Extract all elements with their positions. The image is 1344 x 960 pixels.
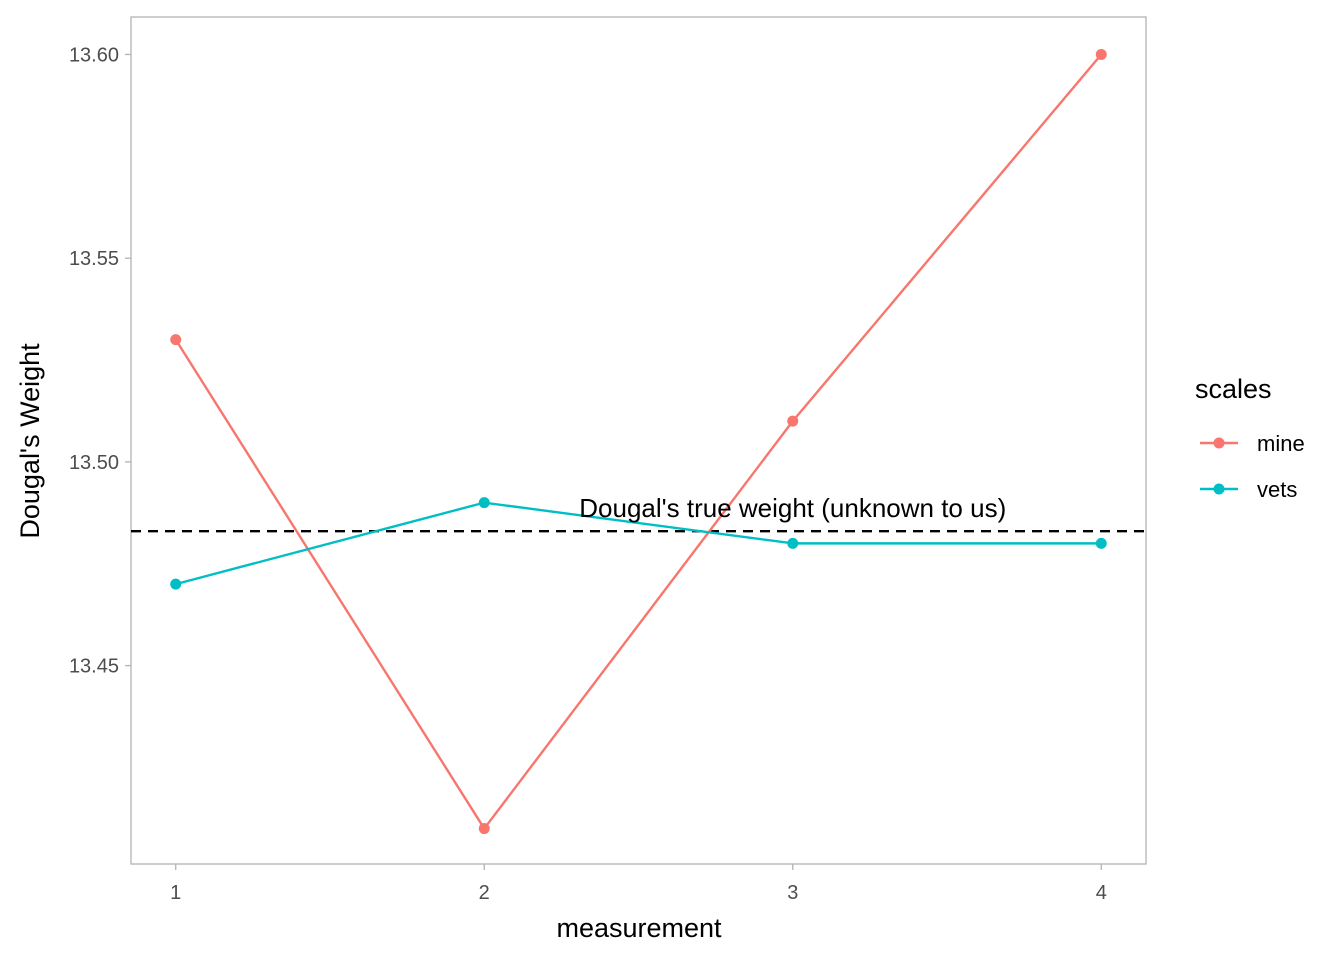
x-tick-label: 4 — [1096, 882, 1107, 904]
legend: scales mine vets — [1195, 374, 1305, 502]
y-tick-label: 13.45 — [69, 656, 119, 678]
reference-line-annotation: Dougal's true weight (unknown to us) — [579, 493, 1006, 523]
series-line-mine — [174, 53, 1103, 830]
x-tick-label: 1 — [170, 882, 181, 904]
plot-panel — [130, 16, 1147, 865]
y-tick-label: 13.50 — [69, 452, 119, 474]
data-point-mine — [478, 823, 490, 835]
x-axis-title: measurement — [556, 913, 722, 943]
series-layer — [170, 48, 1107, 835]
legend-title: scales — [1195, 374, 1272, 404]
series-line-vets — [175, 501, 1102, 586]
y-tick-label: 13.55 — [69, 248, 119, 270]
x-tick-label: 2 — [479, 882, 490, 904]
x-axis: 1 2 3 4 — [170, 864, 1107, 904]
legend-label-vets: vets — [1257, 477, 1297, 502]
legend-items: mine vets — [1200, 431, 1305, 502]
data-point-vets — [478, 497, 490, 509]
data-point-vets — [170, 578, 182, 590]
y-axis: 13.45 13.50 13.55 13.60 — [69, 44, 131, 678]
data-point-mine — [170, 334, 182, 346]
data-point-vets — [787, 537, 799, 549]
legend-key-point-vets — [1213, 483, 1225, 495]
y-axis-title: Dougal's Weight — [15, 343, 45, 539]
data-point-vets — [1095, 537, 1107, 549]
x-tick-label: 3 — [787, 882, 798, 904]
y-tick-label: 13.60 — [69, 44, 119, 66]
legend-key-point-mine — [1213, 437, 1225, 449]
legend-label-mine: mine — [1257, 431, 1305, 456]
data-point-mine — [1095, 48, 1107, 60]
data-point-mine — [787, 415, 799, 427]
